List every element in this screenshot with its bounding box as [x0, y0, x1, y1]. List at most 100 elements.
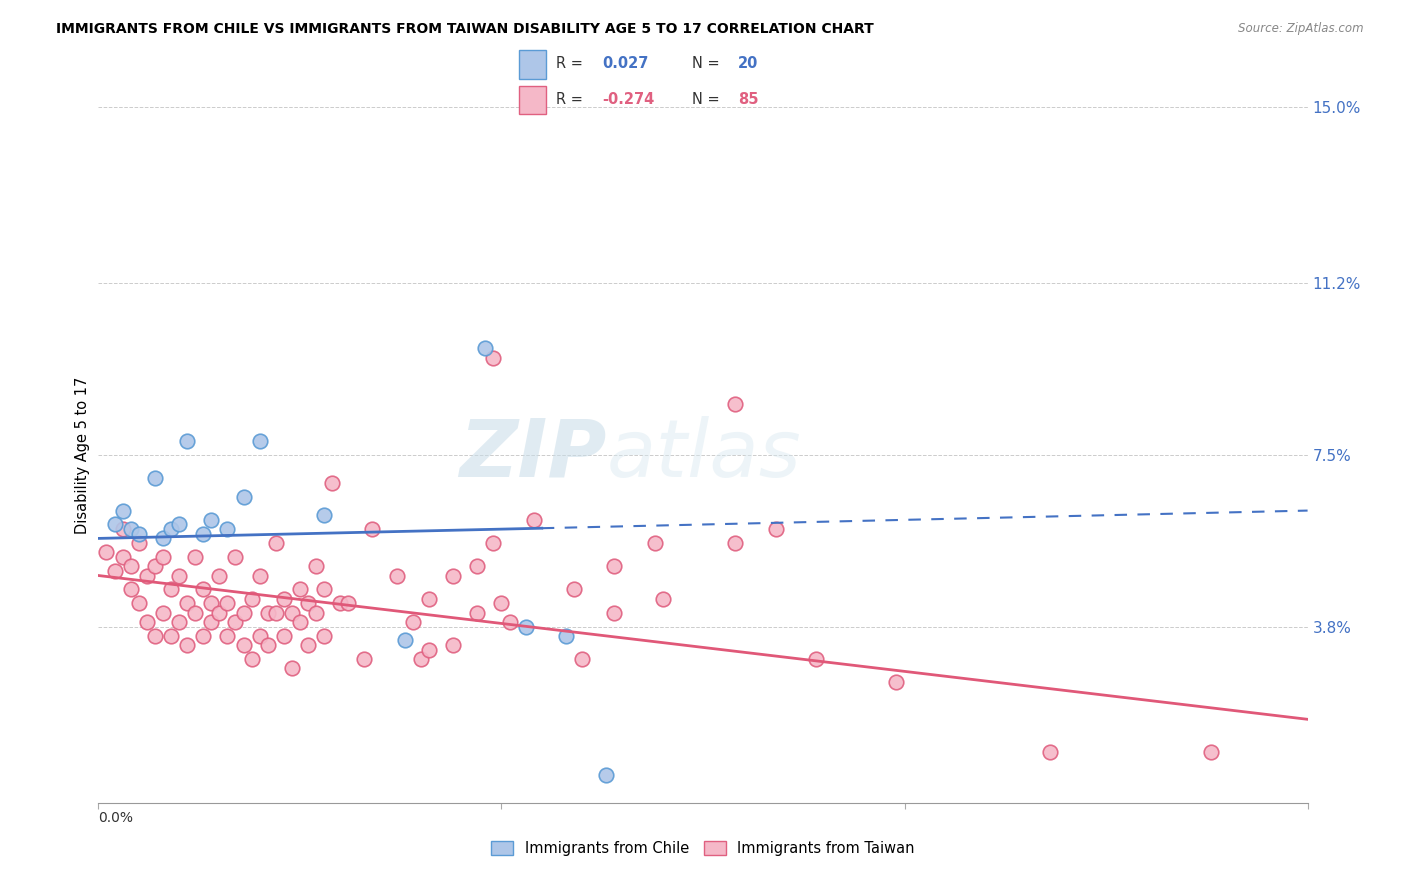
Point — [482, 536, 505, 550]
Point — [297, 638, 319, 652]
Text: 0.0%: 0.0% — [98, 811, 134, 825]
Text: R =: R = — [555, 56, 588, 71]
Point — [232, 606, 254, 620]
Point — [281, 606, 304, 620]
Point — [361, 522, 384, 536]
Point — [603, 606, 626, 620]
Point — [111, 522, 134, 536]
Point — [329, 596, 352, 610]
Point — [103, 564, 125, 578]
Point — [240, 591, 263, 606]
Point — [152, 606, 174, 620]
Point — [96, 545, 118, 559]
Point — [886, 675, 908, 690]
Point — [491, 596, 513, 610]
Text: -0.274: -0.274 — [602, 92, 654, 107]
Point — [353, 652, 375, 666]
Point — [314, 629, 336, 643]
Point — [441, 638, 464, 652]
Point — [103, 517, 125, 532]
Point — [208, 568, 231, 582]
Point — [724, 536, 747, 550]
Point — [193, 582, 215, 597]
Point — [465, 606, 488, 620]
Point — [143, 559, 166, 574]
Point — [314, 582, 336, 597]
Point — [232, 638, 254, 652]
Text: IMMIGRANTS FROM CHILE VS IMMIGRANTS FROM TAIWAN DISABILITY AGE 5 TO 17 CORRELATI: IMMIGRANTS FROM CHILE VS IMMIGRANTS FROM… — [56, 22, 875, 37]
Point — [409, 652, 432, 666]
Text: R =: R = — [555, 92, 588, 107]
Point — [288, 615, 311, 629]
Point — [128, 596, 150, 610]
Point — [240, 652, 263, 666]
Point — [418, 591, 440, 606]
Point — [297, 596, 319, 610]
Point — [143, 629, 166, 643]
Text: atlas: atlas — [606, 416, 801, 494]
Point — [523, 513, 546, 527]
Point — [273, 591, 295, 606]
Point — [184, 606, 207, 620]
Point — [128, 536, 150, 550]
Point — [152, 549, 174, 564]
Point — [160, 582, 183, 597]
Point — [167, 568, 190, 582]
Point — [256, 606, 278, 620]
Point — [184, 549, 207, 564]
Point — [176, 638, 198, 652]
Point — [321, 475, 343, 490]
Point — [644, 536, 666, 550]
Point — [167, 517, 190, 532]
Point — [200, 615, 222, 629]
Bar — [519, 86, 547, 114]
Point — [232, 490, 254, 504]
Point — [152, 532, 174, 546]
Point — [176, 596, 198, 610]
Y-axis label: Disability Age 5 to 17: Disability Age 5 to 17 — [75, 376, 90, 533]
Legend: Immigrants from Chile, Immigrants from Taiwan: Immigrants from Chile, Immigrants from T… — [485, 835, 921, 862]
Point — [217, 522, 239, 536]
Point — [1199, 745, 1222, 759]
Point — [120, 522, 142, 536]
Point — [555, 629, 578, 643]
Point — [314, 508, 336, 523]
Point — [482, 351, 505, 365]
Point — [264, 606, 287, 620]
Point — [1039, 745, 1062, 759]
Point — [603, 559, 626, 574]
Point — [249, 568, 271, 582]
Point — [651, 591, 673, 606]
Point — [498, 615, 520, 629]
Point — [465, 559, 488, 574]
Point — [193, 526, 215, 541]
Text: N =: N = — [692, 92, 724, 107]
Point — [135, 568, 157, 582]
Bar — [519, 50, 547, 78]
Point — [208, 606, 231, 620]
Point — [474, 341, 496, 355]
Point — [337, 596, 360, 610]
Text: ZIP: ZIP — [458, 416, 606, 494]
Point — [418, 642, 440, 657]
Text: Source: ZipAtlas.com: Source: ZipAtlas.com — [1239, 22, 1364, 36]
Point — [176, 434, 198, 448]
Text: 85: 85 — [738, 92, 759, 107]
Point — [128, 526, 150, 541]
Text: 0.027: 0.027 — [602, 56, 648, 71]
Point — [120, 559, 142, 574]
Point — [160, 629, 183, 643]
Point — [224, 549, 246, 564]
Point — [515, 619, 537, 633]
Point — [571, 652, 593, 666]
Point — [305, 559, 328, 574]
Point — [562, 582, 585, 597]
Point — [765, 522, 787, 536]
Point — [256, 638, 278, 652]
Point — [135, 615, 157, 629]
Text: 20: 20 — [738, 56, 758, 71]
Point — [402, 615, 425, 629]
Point — [143, 471, 166, 485]
Point — [217, 596, 239, 610]
Point — [217, 629, 239, 643]
